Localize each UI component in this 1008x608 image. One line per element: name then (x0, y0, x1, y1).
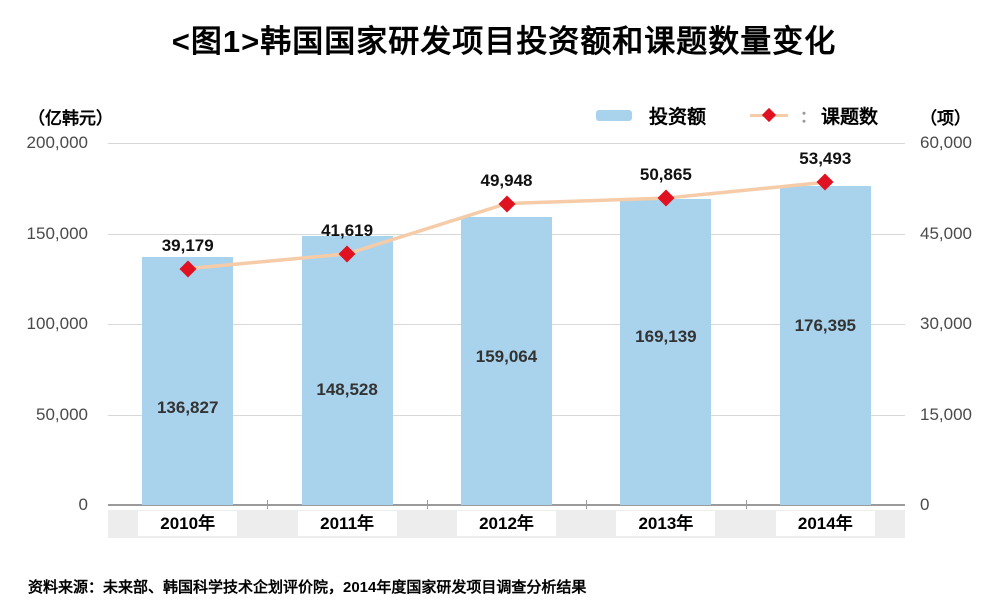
bar-2013年 (620, 198, 712, 505)
left-axis-tick-label: 150,000 (26, 223, 88, 243)
bar-value-label: 136,827 (156, 398, 219, 417)
line-value-label: 53,493 (799, 149, 852, 169)
legend-bar-label: 投资额 (649, 106, 707, 128)
legend-bar-swatch-icon (596, 109, 632, 121)
x-axis-tick (586, 500, 588, 509)
x-axis-line (108, 504, 905, 506)
bar-2010年 (142, 257, 234, 505)
legend-diamond-icon (761, 107, 777, 123)
bar-2011年 (301, 236, 393, 505)
bar-value-label: 169,139 (635, 327, 697, 346)
line-value-label: 49,948 (480, 170, 533, 190)
line-value-label: 50,865 (639, 165, 692, 185)
left-axis-tick-label: 50,000 (36, 404, 88, 424)
legend-separator: ： (800, 109, 817, 126)
x-axis-category-label: 2014年 (775, 511, 875, 536)
legend-line-marker-icon (750, 107, 789, 123)
bar-2012年 (461, 217, 552, 505)
chart-legend: 投资额 ： 课题数 (596, 103, 879, 128)
source-note: 资料来源：未来部、韩国科学技术企划评价院，2014年度国家研发项目调查分析结果 (28, 579, 587, 596)
right-axis-tick-label: 0 (920, 495, 930, 514)
x-axis-category-label: 2011年 (297, 511, 397, 536)
left-axis-tick-label: 0 (78, 495, 88, 514)
x-axis-category-label: 2010年 (138, 511, 238, 536)
right-axis-tick-label: 60,000 (920, 133, 972, 152)
left-axis-tick-label: 100,000 (26, 314, 88, 333)
legend-line-label: 课题数 (821, 106, 879, 128)
line-value-label: 41,619 (321, 220, 374, 240)
right-axis-tick-label: 45,000 (920, 223, 972, 243)
x-axis-category-label: 2013年 (616, 511, 716, 536)
bar-value-label: 159,064 (475, 347, 538, 366)
gridline (108, 143, 905, 144)
left-axis-tick-label: 200,000 (26, 133, 88, 152)
bar-value-label: 176,395 (794, 316, 857, 335)
bar-2014年 (779, 185, 871, 505)
x-axis-tick (426, 500, 428, 509)
x-axis-tick (267, 500, 269, 509)
chart-title: <图1>韩国国家研发项目投资额和课题数量变化 (171, 24, 837, 59)
x-axis-category-label: 2012年 (457, 511, 556, 536)
right-axis-tick-label: 15,000 (920, 404, 972, 424)
left-axis-unit-label: （亿韩元） (28, 109, 113, 128)
line-value-label: 39,179 (161, 235, 214, 255)
right-axis-tick-label: 30,000 (920, 314, 972, 333)
x-axis-tick (745, 500, 747, 509)
bar-value-label: 148,528 (316, 380, 378, 399)
right-axis-unit-label: （项） (920, 109, 971, 128)
